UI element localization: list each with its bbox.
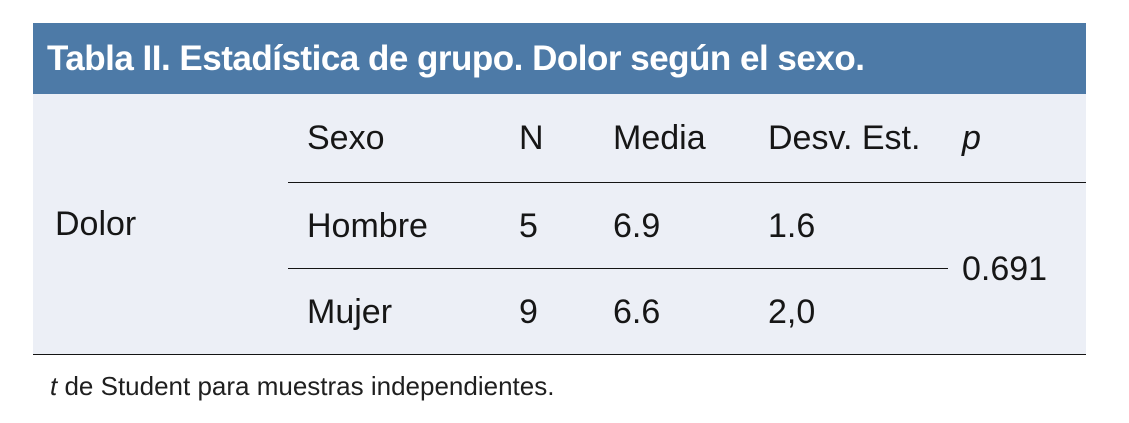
cell-media-hombre: 6.9 bbox=[599, 182, 754, 269]
cell-desv-est-hombre: 1.6 bbox=[754, 182, 948, 269]
column-header-sexo: Sexo bbox=[288, 94, 505, 183]
cell-n-mujer: 9 bbox=[519, 292, 538, 331]
table-footnote: t de Student para muestras independiente… bbox=[50, 371, 554, 402]
cell-media-mujer: 6.6 bbox=[613, 292, 661, 331]
footnote-text: de Student para muestras independientes. bbox=[57, 371, 555, 401]
cell-desv-est-mujer: 2,0 bbox=[768, 292, 816, 331]
cell-sexo-hombre: Hombre bbox=[288, 182, 505, 269]
header-row: Dolor Sexo N Media Desv. Est. p bbox=[33, 94, 1086, 241]
footnote-t-symbol: t bbox=[50, 371, 58, 401]
column-header-p: p bbox=[948, 94, 1086, 183]
table-title-bar: Tabla II. Estadística de grupo. Dolor se… bbox=[33, 23, 1086, 94]
table-title: Tabla II. Estadística de grupo. Dolor se… bbox=[47, 38, 865, 78]
cell-sexo-mujer: Mujer bbox=[307, 292, 393, 331]
row-group-label: Dolor bbox=[55, 205, 137, 243]
statistics-table: Dolor Sexo N Media Desv. Est. p Hombre 5… bbox=[33, 94, 1086, 355]
table-row-mujer: Mujer 9 6.6 2,0 bbox=[33, 269, 1086, 355]
column-header-n: N bbox=[505, 94, 599, 183]
column-header-desv-est: Desv. Est. bbox=[754, 94, 948, 183]
cell-n-hombre: 5 bbox=[505, 182, 599, 269]
column-header-media: Media bbox=[599, 94, 754, 183]
cell-p-value: 0.691 bbox=[962, 249, 1048, 288]
table-row-hombre: Hombre 5 6.9 1.6 0.691 bbox=[33, 182, 1086, 286]
